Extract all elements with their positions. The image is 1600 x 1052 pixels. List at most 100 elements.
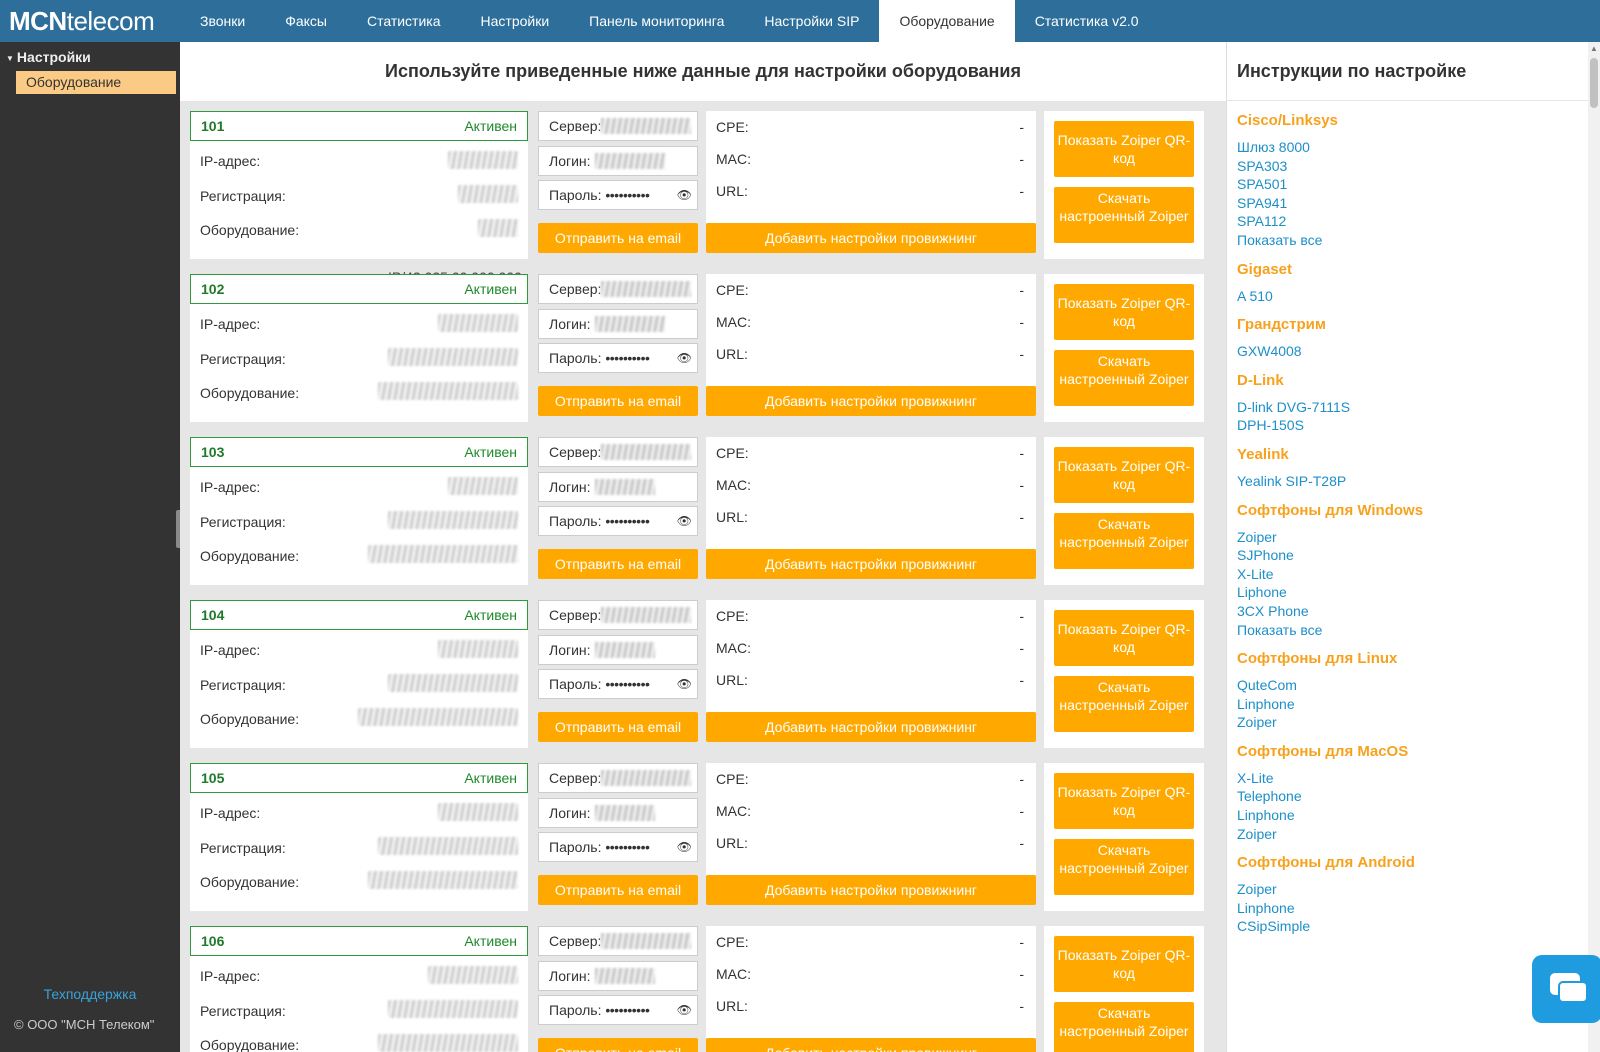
instruction-section-title: Gigaset <box>1237 260 1293 278</box>
login-field[interactable]: Логин: <box>538 798 698 828</box>
password-field[interactable]: Пароль: •••••••••• 👁 <box>538 832 698 862</box>
send-email-button[interactable]: Отправить на email <box>538 875 698 905</box>
show-qr-button[interactable]: Показать Zoiper QR-код <box>1054 447 1194 503</box>
tab-6[interactable]: Оборудование <box>879 0 1015 42</box>
download-zoiper-button[interactable]: Скачать настроенный Zoiper <box>1054 676 1194 732</box>
instruction-link[interactable]: Yealink SIP-T28P <box>1237 472 1347 489</box>
password-field[interactable]: Пароль: •••••••••• 👁 <box>538 180 698 210</box>
password-field[interactable]: Пароль: •••••••••• 👁 <box>538 506 698 536</box>
sidebar-section-settings[interactable]: ▼ Настройки <box>6 49 91 65</box>
instruction-link[interactable]: A 510 <box>1237 287 1273 304</box>
send-email-button[interactable]: Отправить на email <box>538 1038 698 1052</box>
instruction-link[interactable]: GXW4008 <box>1237 343 1302 360</box>
download-zoiper-button[interactable]: Скачать настроенный Zoiper <box>1054 350 1194 406</box>
password-field[interactable]: Пароль: •••••••••• 👁 <box>538 343 698 373</box>
password-field[interactable]: Пароль: •••••••••• 👁 <box>538 669 698 699</box>
show-qr-button[interactable]: Показать Zoiper QR-код <box>1054 121 1194 177</box>
download-zoiper-button[interactable]: Скачать настроенный Zoiper <box>1054 839 1194 895</box>
send-email-button[interactable]: Отправить на email <box>538 712 698 742</box>
show-qr-button[interactable]: Показать Zoiper QR-код <box>1054 773 1194 829</box>
eye-icon[interactable]: 👁 <box>676 1003 692 1017</box>
tab-7[interactable]: Статистика v2.0 <box>1034 13 1139 29</box>
instruction-link[interactable]: Показать все <box>1237 621 1323 638</box>
instructions-panel: Инструкции по настройке Cisco/Linksys Шлю… <box>1226 42 1600 1052</box>
instruction-link[interactable]: 3CX Phone <box>1237 602 1309 619</box>
server-field[interactable]: Сервер: <box>538 763 698 793</box>
tab-5[interactable]: Настройки SIP <box>764 13 860 29</box>
add-provisioning-button[interactable]: Добавить настройки провижнинг <box>706 1038 1036 1052</box>
instruction-link[interactable]: Показать все <box>1237 231 1323 248</box>
eye-icon[interactable]: 👁 <box>676 351 692 365</box>
url-label: URL: <box>716 835 748 851</box>
add-provisioning-button[interactable]: Добавить настройки провижнинг <box>706 223 1036 253</box>
line-number-box: 101 Активен <box>190 111 528 141</box>
scroll-up-icon[interactable]: ▲ <box>1590 44 1598 53</box>
instruction-link[interactable]: SJPhone <box>1237 547 1294 564</box>
eye-icon[interactable]: 👁 <box>676 188 692 202</box>
download-zoiper-button[interactable]: Скачать настроенный Zoiper <box>1054 1002 1194 1052</box>
registration-value-redacted <box>458 185 518 203</box>
instruction-link[interactable]: Zoiper <box>1237 528 1277 545</box>
instruction-link[interactable]: Шлюз 8000 <box>1237 139 1310 155</box>
server-field[interactable]: Сервер: <box>538 926 698 956</box>
chat-widget-button[interactable] <box>1532 955 1600 1023</box>
download-zoiper-button[interactable]: Скачать настроенный Zoiper <box>1054 187 1194 243</box>
add-provisioning-button[interactable]: Добавить настройки провижнинг <box>706 549 1036 579</box>
instruction-link[interactable]: Liphone <box>1237 584 1287 601</box>
login-field[interactable]: Логин: <box>538 635 698 665</box>
send-email-button[interactable]: Отправить на email <box>538 223 698 253</box>
server-field[interactable]: Сервер: <box>538 437 698 467</box>
login-field[interactable]: Логин: <box>538 146 698 176</box>
instruction-link[interactable]: CSipSimple <box>1237 918 1311 935</box>
tab-3[interactable]: Настройки <box>480 13 550 29</box>
show-qr-button[interactable]: Показать Zoiper QR-код <box>1054 284 1194 340</box>
instruction-link[interactable]: SPA303 <box>1237 157 1288 174</box>
instruction-link[interactable]: Zoiper <box>1237 714 1277 731</box>
eye-icon[interactable]: 👁 <box>676 514 692 528</box>
password-field[interactable]: Пароль: •••••••••• 👁 <box>538 995 698 1025</box>
tab-0[interactable]: Звонки <box>200 13 246 29</box>
server-value-redacted <box>601 933 691 949</box>
logo[interactable]: MCNtelecom <box>0 0 180 42</box>
instruction-link[interactable]: Zoiper <box>1237 825 1277 842</box>
show-qr-button[interactable]: Показать Zoiper QR-код <box>1054 936 1194 992</box>
instruction-link[interactable]: X-Lite <box>1237 565 1274 582</box>
add-provisioning-button[interactable]: Добавить настройки провижнинг <box>706 712 1036 742</box>
show-qr-button[interactable]: Показать Zoiper QR-код <box>1054 610 1194 666</box>
line-number: 104 <box>201 607 225 623</box>
mac-value: - <box>1019 966 1024 982</box>
server-field[interactable]: Сервер: <box>538 600 698 630</box>
eye-icon[interactable]: 👁 <box>676 677 692 691</box>
download-zoiper-button[interactable]: Скачать настроенный Zoiper <box>1054 513 1194 569</box>
send-email-button[interactable]: Отправить на email <box>538 386 698 416</box>
instruction-link[interactable]: SPA112 <box>1237 213 1287 230</box>
server-field[interactable]: Сервер: <box>538 274 698 304</box>
instruction-link[interactable]: Zoiper <box>1237 881 1277 898</box>
sidebar-item-equipment[interactable]: Оборудование <box>16 71 176 94</box>
instruction-link[interactable]: X-Lite <box>1237 769 1274 786</box>
tab-4[interactable]: Панель мониторинга <box>589 13 725 29</box>
scrollbar[interactable]: ▲ <box>1588 42 1600 1052</box>
login-field[interactable]: Логин: <box>538 472 698 502</box>
eye-icon[interactable]: 👁 <box>676 840 692 854</box>
instruction-link[interactable]: D-link DVG-7111S <box>1237 398 1351 415</box>
instruction-link[interactable]: Linphone <box>1237 695 1295 712</box>
scrollbar-thumb[interactable] <box>1590 58 1598 108</box>
instruction-link[interactable]: Linphone <box>1237 807 1295 824</box>
instruction-link[interactable]: Telephone <box>1237 788 1302 805</box>
instruction-link[interactable]: Linphone <box>1237 899 1295 916</box>
login-field[interactable]: Логин: <box>538 961 698 991</box>
instruction-link[interactable]: SPA941 <box>1237 194 1288 211</box>
add-provisioning-button[interactable]: Добавить настройки провижнинг <box>706 875 1036 905</box>
instruction-link[interactable]: QuteCom <box>1237 677 1297 694</box>
copyright: © ООО "МСН Телеком" <box>14 1017 155 1032</box>
tab-2[interactable]: Статистика <box>366 13 441 29</box>
instruction-link[interactable]: DPH-150S <box>1237 417 1304 434</box>
add-provisioning-button[interactable]: Добавить настройки провижнинг <box>706 386 1036 416</box>
support-link[interactable]: Техподдержка <box>43 986 137 1002</box>
instruction-link[interactable]: SPA501 <box>1237 176 1288 193</box>
login-field[interactable]: Логин: <box>538 309 698 339</box>
server-field[interactable]: Сервер: <box>538 111 698 141</box>
tab-1[interactable]: Факсы <box>285 13 327 29</box>
send-email-button[interactable]: Отправить на email <box>538 549 698 579</box>
